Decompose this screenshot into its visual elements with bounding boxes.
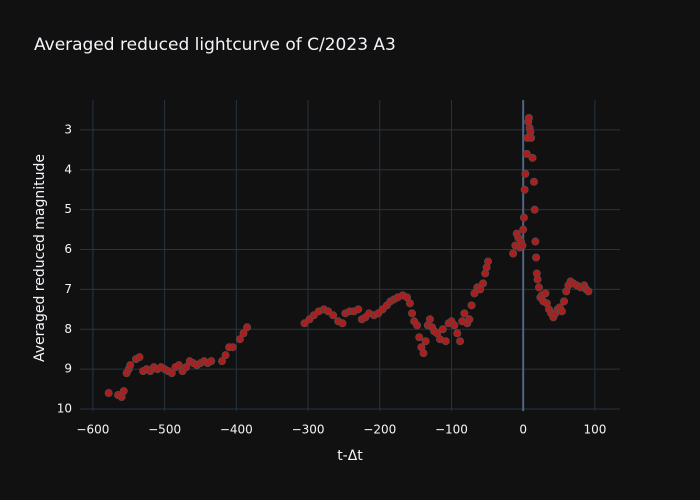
point [479,279,488,288]
point [520,185,529,194]
point [228,343,237,352]
point [182,363,191,372]
point [527,133,536,142]
point [174,361,183,370]
point [408,309,417,318]
point [239,329,248,338]
y-tick-label: 9 [64,362,72,376]
point [560,297,569,306]
point [421,337,430,346]
y-tick-label: 3 [64,122,72,136]
point [530,205,539,214]
point [453,329,462,338]
point [456,337,465,346]
y-tick-label: 6 [64,242,72,256]
point [221,351,230,360]
x-tick-label: 0 [519,423,527,437]
x-tick-label: −600 [76,423,109,437]
point [405,299,414,308]
point [522,149,531,158]
point [104,389,113,398]
point [135,353,144,362]
x-axis-label: t-Δt [337,448,363,464]
x-tick-label: −200 [363,423,396,437]
y-tick-label: 7 [64,282,72,296]
point [419,349,428,358]
point [557,307,566,316]
x-tick-label: 100 [583,423,606,437]
point [235,335,244,344]
point [532,253,541,262]
point [519,213,528,222]
point [518,241,527,250]
y-tick-label: 5 [64,202,72,216]
point [460,309,469,318]
point [415,333,424,342]
point [354,305,363,314]
point [534,283,543,292]
x-tick-label: −100 [435,423,468,437]
point [425,315,434,324]
point [329,311,338,320]
point [529,177,538,186]
y-tick-label: 10 [57,402,72,416]
point [119,387,128,396]
point [484,257,493,266]
point [467,301,476,310]
point [338,319,347,328]
point [207,357,216,366]
point [438,325,447,334]
point [524,113,533,122]
x-tick-label: −300 [292,423,325,437]
point [584,287,593,296]
point [528,153,537,162]
point [509,249,518,258]
point [126,361,135,370]
x-tick-label: −500 [148,423,181,437]
point [450,321,459,330]
y-tick-label: 8 [64,322,72,336]
point [531,237,540,246]
y-axis-label: Averaged reduced magnitude [32,154,48,362]
chart-title: Averaged reduced lightcurve of C/2023 A3 [34,35,396,55]
point [243,323,252,332]
point [441,337,450,346]
point [413,321,422,330]
point [521,169,530,178]
point [217,357,226,366]
x-tick-label: −400 [220,423,253,437]
point [533,275,542,284]
point [167,369,176,378]
point [519,225,528,234]
point [541,289,550,298]
y-tick-label: 4 [64,162,72,176]
point [465,315,474,324]
